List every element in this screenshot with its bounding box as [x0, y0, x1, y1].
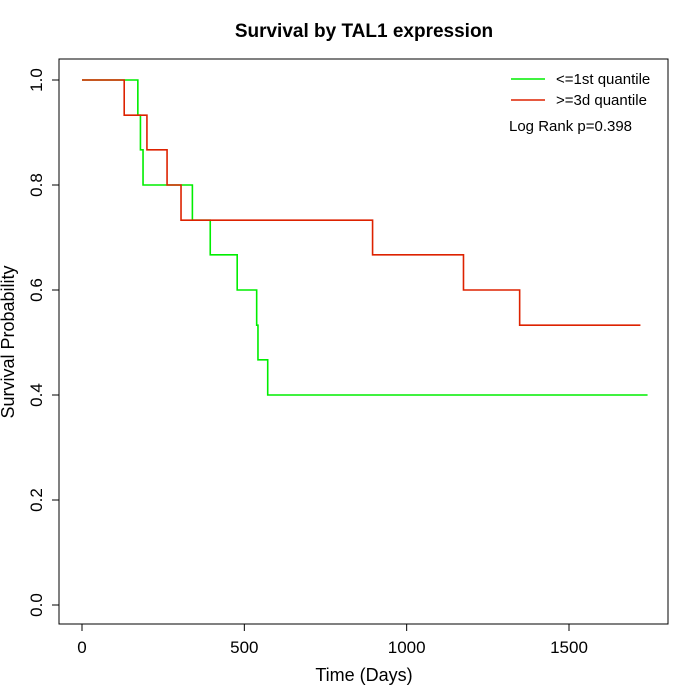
y-tick-label: 0.2: [27, 488, 46, 512]
y-axis-label: Survival Probability: [0, 265, 18, 418]
series-layer: [82, 79, 648, 396]
x-axis-label: Time (Days): [315, 665, 412, 685]
y-tick-label: 0.6: [27, 278, 46, 302]
chart-title: Survival by TAL1 expression: [235, 21, 493, 42]
x-tick-label: 1000: [388, 638, 426, 657]
x-tick-label: 0: [77, 638, 86, 657]
x-axis: 0 500 1000 1500: [77, 623, 588, 657]
x-tick-label: 500: [230, 638, 258, 657]
series-line-high: [82, 79, 641, 326]
y-tick-label: 0.4: [27, 383, 46, 407]
log-rank-annotation: Log Rank p=0.398: [509, 118, 632, 135]
series-line-low: [82, 79, 648, 396]
x-tick-label: 1500: [550, 638, 588, 657]
y-tick-label: 0.0: [27, 593, 46, 617]
legend-label-high: >=3d quantile: [556, 92, 647, 109]
y-tick-label: 0.8: [27, 173, 46, 197]
legend-label-low: <=1st quantile: [556, 71, 650, 88]
y-tick-label: 1.0: [27, 68, 46, 92]
plot-frame: [58, 58, 669, 625]
legend: <=1st quantile >=3d quantile Log Rank p=…: [509, 71, 650, 135]
y-axis: 0.0 0.2 0.4 0.6 0.8 1.0: [27, 68, 60, 617]
